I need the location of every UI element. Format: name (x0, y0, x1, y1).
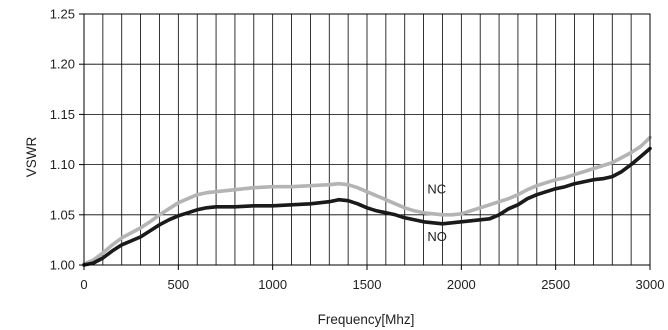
x-tick-label: 2000 (447, 277, 476, 292)
series-label-no: NO (427, 229, 447, 244)
x-tick-label: 1500 (353, 277, 382, 292)
y-tick-label: 1.25 (50, 7, 75, 22)
y-tick-label: 1.00 (50, 258, 75, 273)
y-tick-label: 1.15 (50, 107, 75, 122)
series-annotations: NC NO (427, 182, 447, 244)
x-tick-label: 500 (167, 277, 189, 292)
axis-ticks: 1.00 1.05 1.10 1.15 1.20 1.25 0 500 1000 1500 2000… (50, 7, 665, 293)
series-label-nc: NC (427, 182, 446, 197)
x-axis-title: Frequency[Mhz] (318, 312, 415, 327)
series-line-nc (82, 135, 652, 266)
y-tick-label: 1.10 (50, 157, 75, 172)
y-tick-label: 1.20 (50, 57, 75, 72)
x-tick-label: 3000 (636, 277, 665, 292)
y-axis-title: VSWR (24, 136, 39, 177)
x-tick-label: 0 (80, 277, 87, 292)
x-tick-label: 1000 (258, 277, 287, 292)
grid (84, 14, 650, 265)
series-line-no (82, 146, 652, 267)
y-tick-label: 1.05 (50, 207, 75, 222)
x-tick-label: 2500 (541, 277, 570, 292)
plot-series (82, 135, 652, 267)
